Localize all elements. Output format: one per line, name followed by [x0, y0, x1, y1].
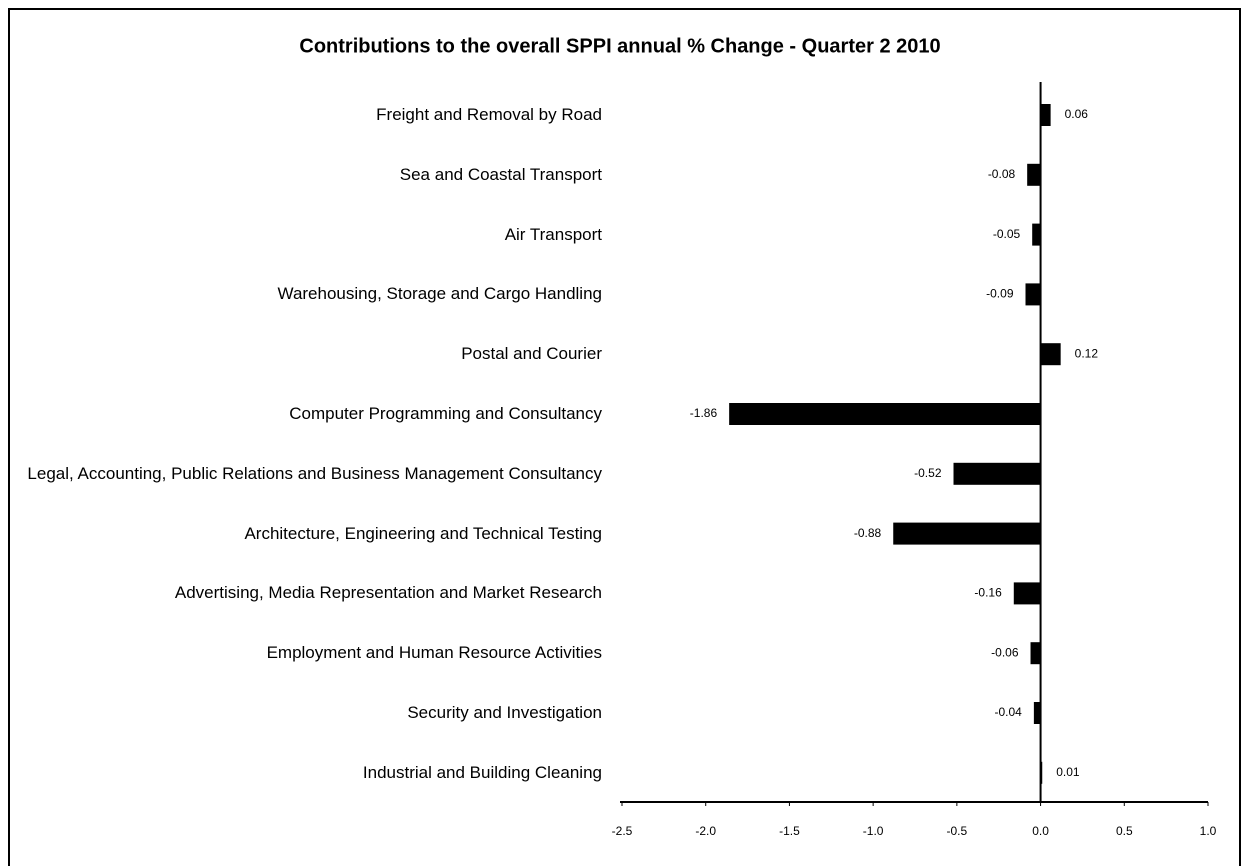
- bar: [1013, 582, 1041, 605]
- category-label: Employment and Human Resource Activities: [266, 643, 602, 663]
- value-label: 0.12: [1075, 346, 1099, 360]
- category-row: Architecture, Engineering and Technical …: [20, 524, 602, 544]
- value-label: -1.86: [690, 406, 718, 420]
- value-label: -0.06: [991, 645, 1019, 659]
- value-label: -0.88: [854, 526, 882, 540]
- value-label: 0.01: [1056, 765, 1080, 779]
- bar: [1040, 343, 1061, 366]
- bar: [1030, 642, 1041, 665]
- bar: [1032, 223, 1041, 246]
- bar: [953, 462, 1041, 485]
- x-tick-label: 0.5: [1116, 824, 1133, 838]
- category-label: Legal, Accounting, Public Relations and …: [27, 463, 602, 483]
- category-row: Advertising, Media Representation and Ma…: [20, 583, 602, 603]
- bar: [1033, 702, 1041, 724]
- bar: [1025, 283, 1041, 306]
- category-label: Warehousing, Storage and Cargo Handling: [277, 284, 602, 304]
- category-label: Architecture, Engineering and Technical …: [244, 523, 602, 543]
- bar: [729, 403, 1041, 425]
- category-row: Sea and Coastal Transport: [20, 165, 602, 185]
- category-row: Freight and Removal by Road: [20, 105, 602, 125]
- category-row: Security and Investigation: [20, 703, 602, 723]
- x-tick-label: 0.0: [1032, 824, 1049, 838]
- category-row: Legal, Accounting, Public Relations and …: [20, 464, 602, 484]
- frame: [8, 8, 1241, 866]
- value-label: -0.05: [993, 227, 1021, 241]
- x-tick-label: -1.0: [863, 824, 884, 838]
- category-row: Industrial and Building Cleaning: [20, 763, 602, 783]
- x-tick-label: -0.5: [947, 824, 968, 838]
- category-label: Industrial and Building Cleaning: [362, 762, 602, 782]
- bar: [1027, 163, 1041, 186]
- x-tick-label: -1.5: [779, 824, 800, 838]
- category-label: Freight and Removal by Road: [376, 105, 602, 124]
- category-label: Computer Programming and Consultancy: [289, 404, 602, 423]
- bar: [1040, 104, 1051, 126]
- category-label: Sea and Coastal Transport: [399, 164, 602, 184]
- category-row: Warehousing, Storage and Cargo Handling: [20, 284, 602, 304]
- category-label: Air Transport: [504, 224, 602, 244]
- category-row: Computer Programming and Consultancy: [20, 404, 602, 424]
- value-label: -0.52: [914, 466, 942, 480]
- x-tick-label: -2.5: [612, 824, 633, 838]
- value-label: -0.04: [995, 705, 1023, 719]
- category-label: Security and Investigation: [407, 703, 602, 722]
- x-tick-label: -2.0: [695, 824, 716, 838]
- category-row: Air Transport: [20, 225, 602, 245]
- category-label: Postal and Courier: [461, 344, 602, 364]
- value-label: -0.16: [974, 586, 1002, 600]
- bar: [1040, 761, 1043, 784]
- chart-title: Contributions to the overall SPPI annual…: [299, 35, 940, 57]
- value-label: 0.06: [1065, 107, 1089, 121]
- bar: [893, 522, 1041, 545]
- category-row: Employment and Human Resource Activities: [20, 643, 602, 663]
- value-label: -0.09: [986, 287, 1014, 301]
- category-label: Advertising, Media Representation and Ma…: [174, 583, 602, 603]
- x-tick-label: 1.0: [1200, 824, 1217, 838]
- category-row: Postal and Courier: [20, 344, 602, 364]
- value-label: -0.08: [988, 167, 1016, 181]
